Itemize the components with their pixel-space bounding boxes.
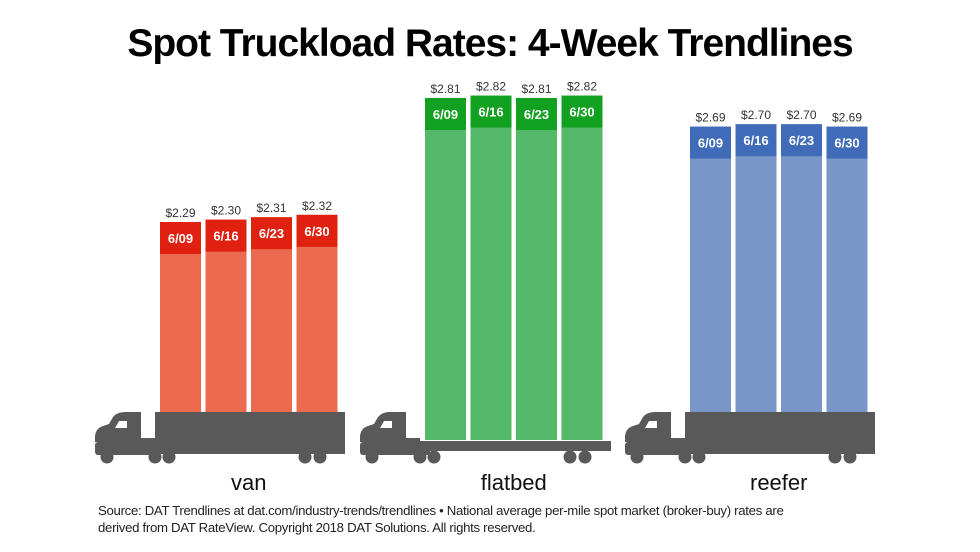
value-label: $2.70 [741, 108, 771, 122]
date-label: 6/16 [743, 133, 768, 148]
flatbed-deck [419, 441, 611, 451]
source-footer: Source: DAT Trendlines at dat.com/indust… [98, 502, 888, 536]
bar-reefer-1 [735, 124, 777, 440]
bar-header-van-2 [251, 217, 292, 250]
bar-van-0 [160, 222, 201, 440]
bar-header-van-0 [160, 222, 201, 254]
footer-line-1: Source: DAT Trendlines at dat.com/indust… [98, 503, 784, 518]
van-truck-icon [625, 412, 875, 464]
truck-wheel [365, 450, 379, 464]
date-label: 6/16 [478, 105, 503, 120]
bar-header-van-3 [296, 214, 338, 247]
truck-chassis-front [406, 438, 420, 443]
truck-window [380, 421, 392, 428]
category-label-van: van [231, 470, 266, 495]
truck-wheel [692, 450, 706, 464]
truck-wheel [678, 450, 692, 464]
truck-wheel [298, 450, 312, 464]
bar-header-van-1 [205, 219, 247, 252]
date-label: 6/23 [524, 107, 549, 122]
truck-wheel [427, 450, 441, 464]
date-label: 6/09 [168, 231, 193, 246]
value-label: $2.29 [165, 206, 195, 220]
value-label: $2.81 [430, 82, 460, 96]
date-label: 6/23 [259, 226, 284, 241]
date-label: 6/09 [698, 136, 723, 151]
bar-header-reefer-2 [781, 124, 822, 157]
chart-title: Spot Truckload Rates: 4-Week Trendlines [127, 22, 853, 65]
value-label: $2.69 [695, 111, 725, 125]
bar-group-flatbed: 6/09 $2.81 6/16 $2.82 6/23 $2.81 6/30 $2.82 flat… [360, 80, 611, 495]
date-label: 6/30 [304, 224, 329, 239]
bar-group-van: 6/09 $2.29 6/16 $2.30 6/23 $2.31 6/30 $2.32 van [95, 199, 345, 495]
truck-wheel [630, 450, 644, 464]
truck-frame [625, 442, 689, 455]
value-label: $2.32 [302, 199, 332, 213]
truck-wheel [100, 450, 114, 464]
truck-wheel [578, 450, 592, 464]
truck-wheel [828, 450, 842, 464]
bar-reefer-0 [690, 126, 731, 440]
bar-header-reefer-0 [690, 126, 731, 159]
bar-van-3 [296, 214, 338, 440]
truck-wheel [413, 450, 427, 464]
footer-line-2: derived from DAT RateView. Copyright 201… [98, 520, 536, 535]
value-label: $2.81 [521, 82, 551, 96]
bar-flatbed-1 [470, 95, 512, 440]
truck-chassis-front [671, 438, 685, 443]
date-label: 6/30 [834, 136, 859, 151]
truck-wheel [148, 450, 162, 464]
truck-wheel [563, 450, 577, 464]
truck-window [115, 421, 127, 428]
trailer-box [685, 412, 875, 454]
date-label: 6/16 [213, 229, 238, 244]
category-label-reefer: reefer [750, 470, 807, 495]
value-label: $2.31 [256, 201, 286, 215]
bar-van-2 [251, 217, 292, 440]
value-label: $2.70 [786, 108, 816, 122]
bar-header-reefer-1 [735, 124, 777, 157]
bar-header-flatbed-0 [425, 97, 466, 130]
value-label: $2.82 [567, 80, 597, 94]
bar-group-reefer: 6/09 $2.69 6/16 $2.70 6/23 $2.70 6/30 $2.69 reef… [625, 108, 875, 495]
date-label: 6/09 [433, 107, 458, 122]
date-label: 6/30 [569, 105, 594, 120]
flatbed-truck-icon [360, 412, 611, 464]
bar-reefer-2 [781, 124, 822, 440]
bar-header-flatbed-3 [561, 95, 603, 128]
bar-reefer-3 [826, 126, 868, 440]
truck-chassis-front [141, 438, 155, 443]
bar-flatbed-3 [561, 95, 603, 440]
bar-header-reefer-3 [826, 126, 868, 159]
truck-window [645, 421, 657, 428]
trailer-box [155, 412, 345, 454]
truck-wheel [313, 450, 327, 464]
bar-header-flatbed-2 [516, 97, 557, 130]
bar-van-1 [205, 219, 247, 440]
van-truck-icon [95, 412, 345, 464]
bar-header-flatbed-1 [470, 95, 512, 128]
date-label: 6/23 [789, 133, 814, 148]
truck-frame [95, 442, 159, 455]
truck-wheel [162, 450, 176, 464]
truck-wheel [843, 450, 857, 464]
bar-flatbed-0 [425, 97, 466, 440]
value-label: $2.69 [832, 111, 862, 125]
truck-frame [360, 442, 430, 455]
category-label-flatbed: flatbed [481, 470, 547, 495]
value-label: $2.82 [476, 80, 506, 94]
bar-flatbed-2 [516, 97, 557, 440]
value-label: $2.30 [211, 204, 241, 218]
